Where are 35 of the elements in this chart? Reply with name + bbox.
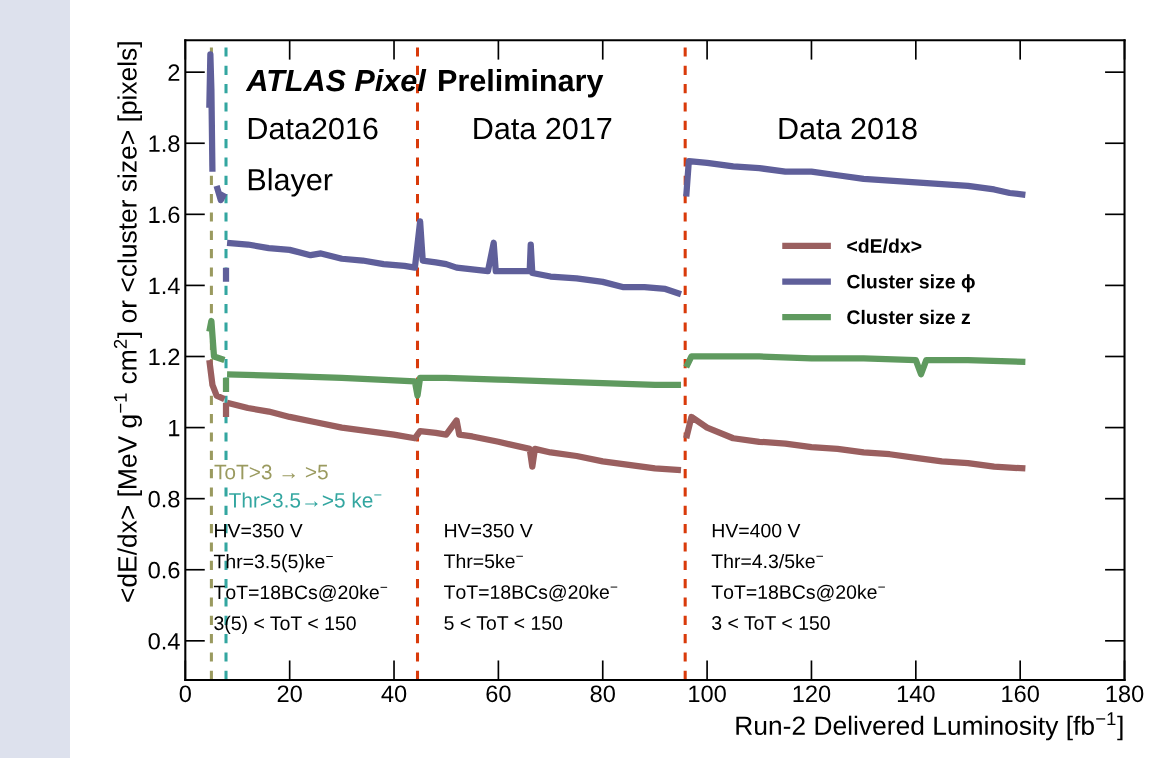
y-tick-label: 1 <box>169 419 180 437</box>
y-tick-label: 0.8 <box>148 490 180 508</box>
annotation: Data 2018 <box>779 117 917 140</box>
ref-line-label: ToT>3 → >5 <box>214 464 328 480</box>
legend-label: <dE/dx> <box>847 238 922 254</box>
y-tick-label: 0.6 <box>148 561 180 579</box>
x-tick-label: 60 <box>486 685 511 703</box>
y-tick-label: 1.4 <box>149 277 180 294</box>
text: HV=350 V Thr=3.5(5)ke$^{−}$ ToT=18BCs@20ke$^{−}$ 3(5) < ToT < 150 <box>213 523 388 634</box>
y-tick-label: 2 <box>168 64 180 81</box>
text: HV=350 V Thr=5ke$^{−}$ ToT=18BCs@20ke$^{−}$ 5 < ToT < 150 <box>444 523 618 630</box>
annotation: Preliminary <box>439 68 604 98</box>
legend-label: Cluster size z <box>847 309 970 325</box>
annotation: Data2016 <box>248 117 378 140</box>
x-tick-label: 180 <box>1106 685 1144 703</box>
y-tick-label: 1.2 <box>149 348 180 366</box>
annotation: ATLAS Pixel <box>245 68 427 92</box>
y-axis-title: <dE/dx> [MeV g$^{−1}$ cm$^{2}$] or <cluster size> [pixels] <box>113 42 142 602</box>
x-tick-label: 160 <box>1002 685 1039 703</box>
annotation: Data 2017 <box>474 117 612 140</box>
x-tick-label: 40 <box>381 685 407 703</box>
x-tick-label: 20 <box>277 685 302 703</box>
x-tick-label: 140 <box>897 685 935 703</box>
x-tick-label: 120 <box>793 685 831 703</box>
y-tick-label: 1.6 <box>149 206 180 224</box>
x-tick-label: 80 <box>590 685 615 703</box>
legend-label: Cluster size ϕ <box>847 274 975 293</box>
x-tick-label: 100 <box>689 685 726 703</box>
text: HV=400 V Thr=4.3/5ke$^{−}$ ToT=18BCs@20ke$^{−}$ 3 < ToT < 150 <box>711 523 885 630</box>
x-axis-title: Run-2 Delivered Luminosity [fb$^{−1}$] <box>736 712 1123 741</box>
annotation: Blayer <box>248 168 333 197</box>
y-tick-label: 0.4 <box>148 632 180 650</box>
x-tick-label: 0 <box>179 685 191 703</box>
ref-line-label: Thr>3.5→>5 ke$^{−}$ <box>229 492 382 508</box>
y-tick-label: 1.8 <box>149 135 180 153</box>
